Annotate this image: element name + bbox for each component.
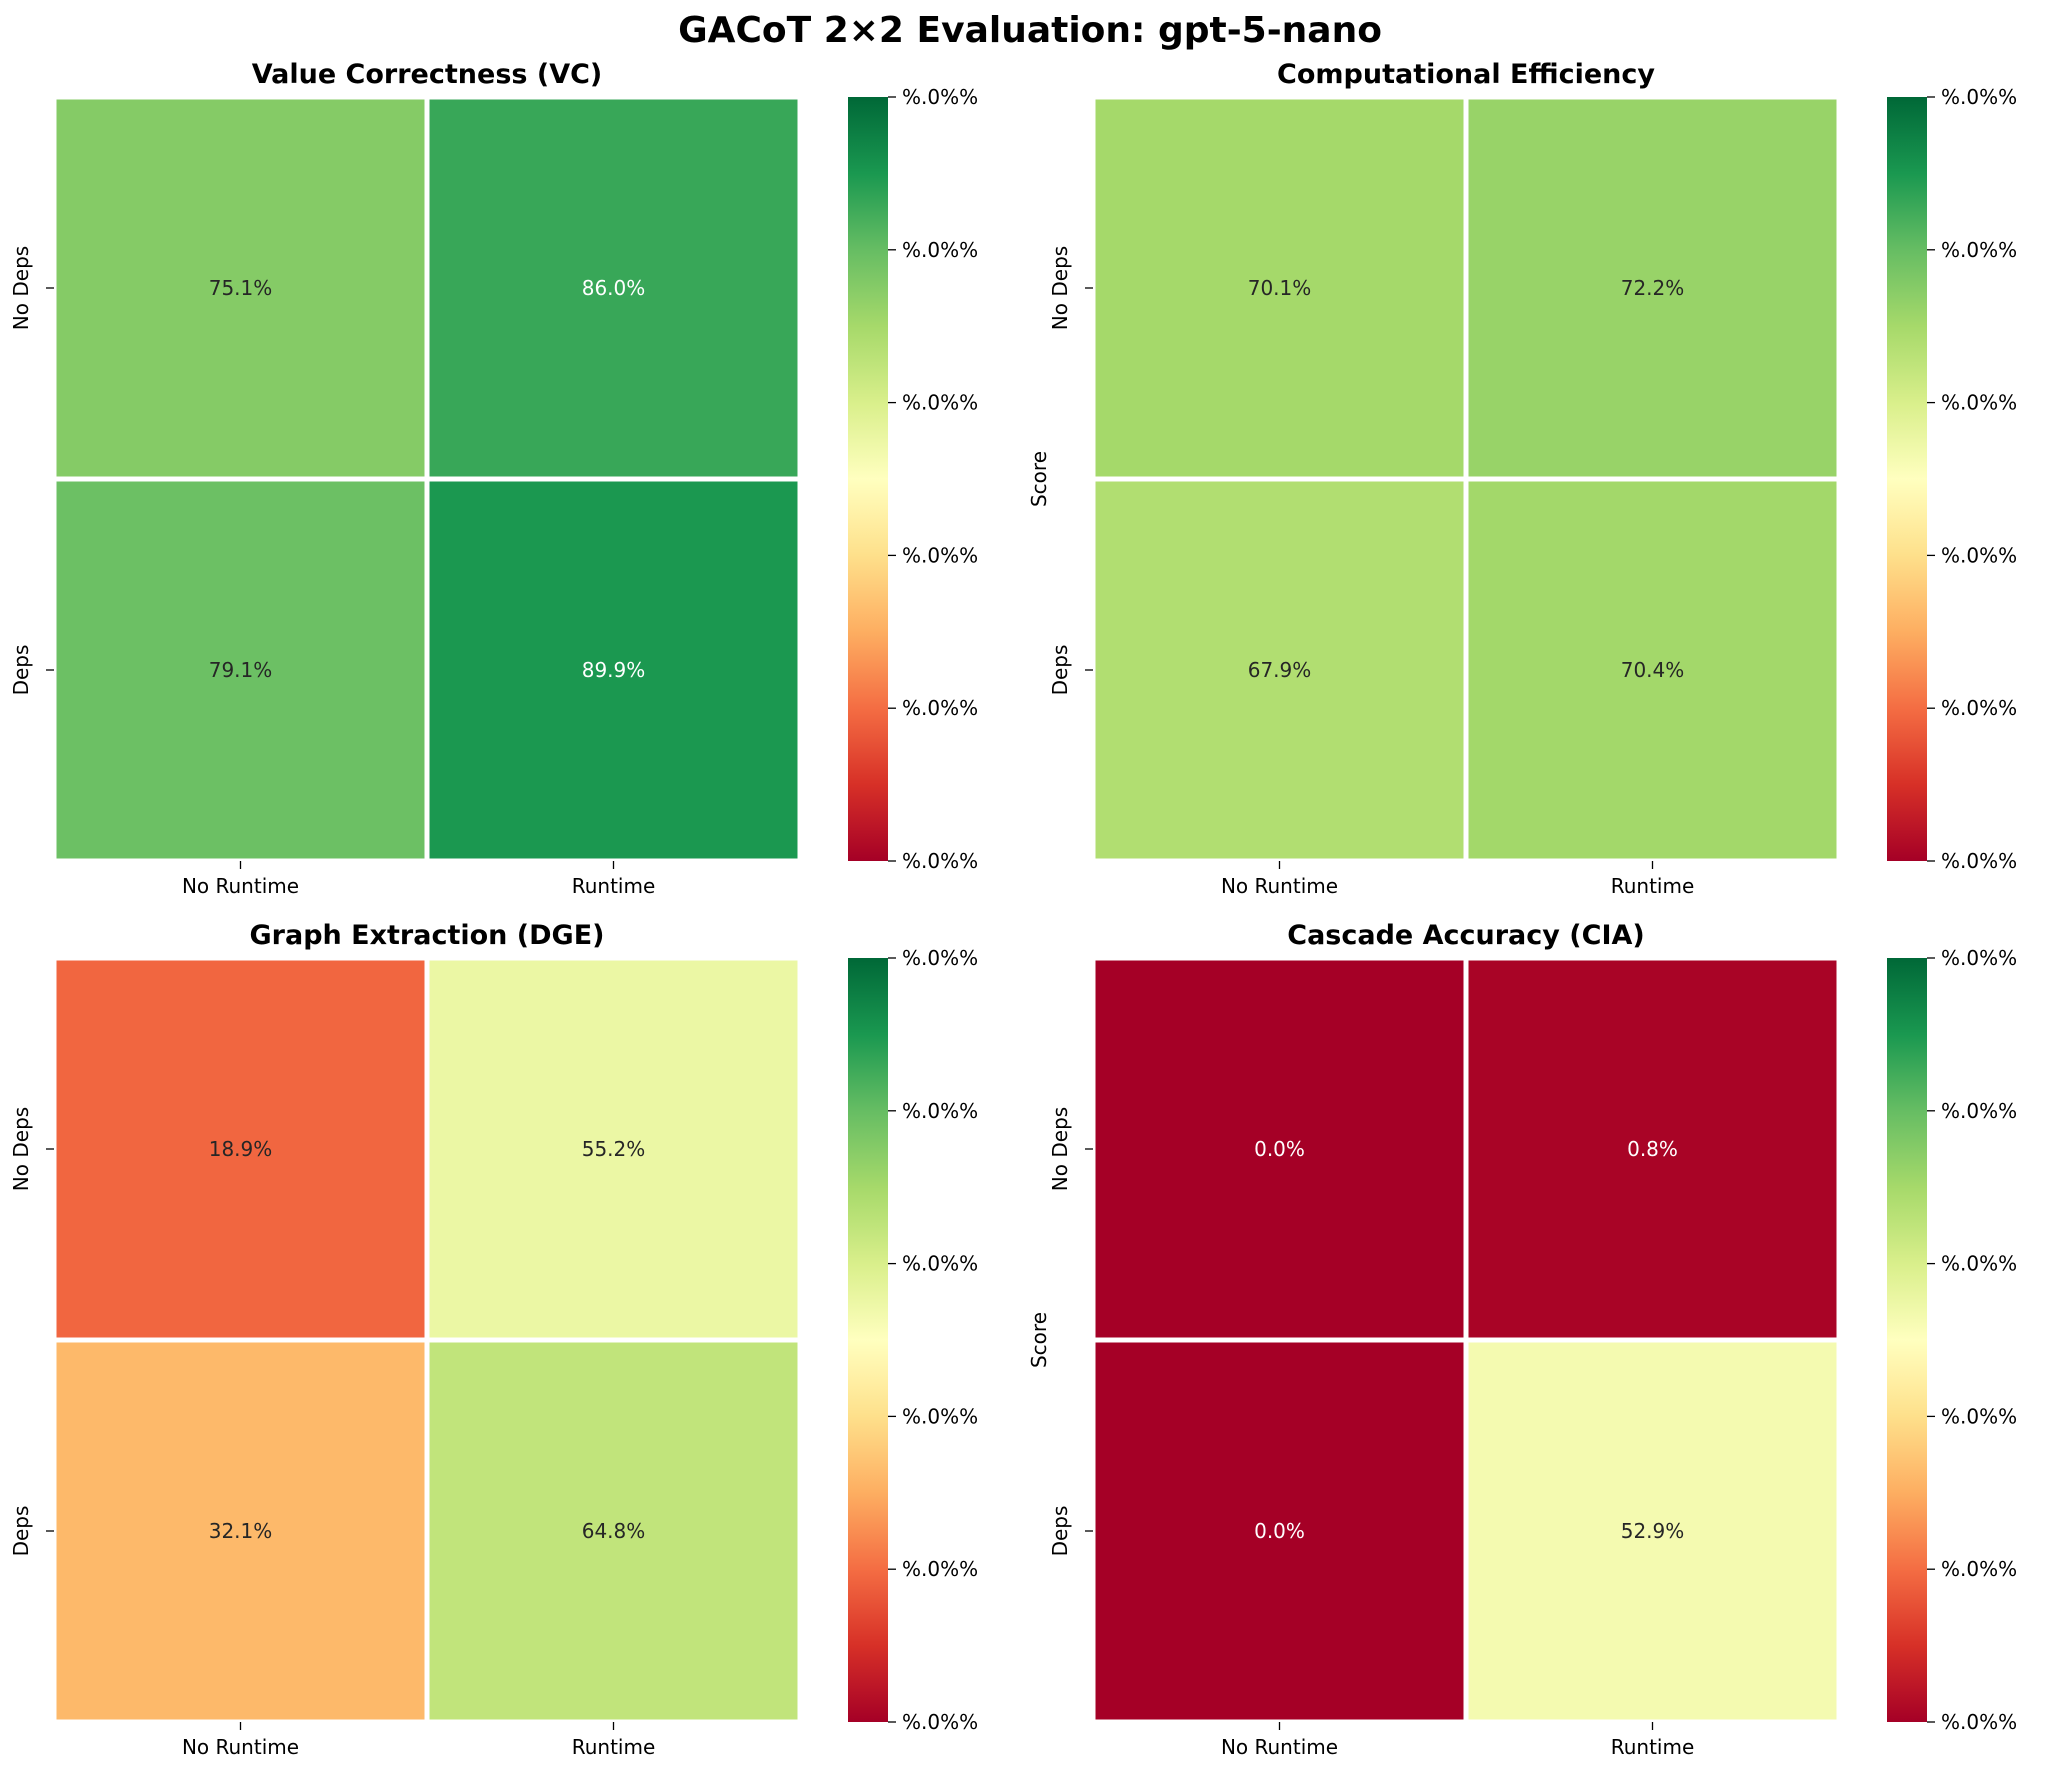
colorbar-tick-label: %.0%% — [902, 85, 978, 109]
heatmap-cell — [424, 94, 803, 482]
heatmap-cell — [51, 476, 430, 864]
heatmap-cell — [424, 955, 803, 1343]
x-tick-label: No Runtime — [182, 874, 299, 898]
heatmap-cell — [1090, 955, 1469, 1343]
colorbar-tick-label: %.0%% — [1941, 1252, 2017, 1276]
colorbar-gradient — [1887, 958, 1927, 1722]
heatmap-cell — [1463, 476, 1842, 864]
y-tick-label: Deps — [1048, 645, 1072, 696]
colorbar-tick-label: %.0%% — [1941, 1710, 2017, 1734]
cell-value-label: 72.2% — [1621, 276, 1685, 300]
heatmap-cell — [1463, 1337, 1842, 1725]
cell-value-label: 55.2% — [582, 1137, 646, 1161]
cell-value-label: 32.1% — [209, 1519, 273, 1543]
panel-cascade-accuracy-cia: Cascade Accuracy (CIA) 0.0% 0.8% 0.0% 52.9% N… — [1048, 920, 2017, 1759]
x-tick-label: No Runtime — [182, 1735, 299, 1759]
colorbar-tick-label: %.0%% — [902, 1099, 978, 1123]
colorbar-tick-label: %.0%% — [1941, 946, 2017, 970]
colorbar-tick-label: %.0%% — [902, 238, 978, 262]
heatmap-cell — [1463, 955, 1842, 1343]
cell-value-label: 79.1% — [209, 658, 273, 682]
panel-title: Value Correctness (VC) — [252, 59, 603, 90]
x-tick-label: No Runtime — [1221, 874, 1338, 898]
cell-value-label: 0.0% — [1254, 1137, 1305, 1161]
panel-computational-efficiency: Computational Efficiency 70.1% 72.2% 67.9% 7… — [1048, 59, 2017, 898]
y-tick-label: Deps — [9, 1506, 33, 1557]
x-tick-label: Runtime — [1611, 1735, 1695, 1759]
colorbar-tick-label: %.0%% — [902, 849, 978, 873]
cell-value-label: 67.9% — [1248, 658, 1312, 682]
colorbar-gradient — [848, 958, 888, 1722]
heatmap-cell — [51, 1337, 430, 1725]
colorbar-tick-label: %.0%% — [1941, 696, 2017, 720]
panel-graph-extraction-dge: Graph Extraction (DGE) 18.9% 55.2% 32.1% 64.… — [9, 920, 1051, 1759]
y-tick-label: No Deps — [1048, 1107, 1072, 1191]
heatmap-cell — [424, 476, 803, 864]
cell-value-label: 0.8% — [1627, 1137, 1678, 1161]
colorbar-tick-label: %.0%% — [1941, 238, 2017, 262]
colorbar-tick-label: %.0%% — [902, 696, 978, 720]
y-tick-label: Deps — [9, 645, 33, 696]
figure-title: GACoT 2×2 Evaluation: gpt-5-nano — [678, 10, 1382, 51]
cell-value-label: 52.9% — [1621, 1519, 1685, 1543]
heatmap-cell — [424, 1337, 803, 1725]
cell-value-label: 89.9% — [582, 658, 646, 682]
colorbar: %.0%% %.0%% %.0%% %.0%% %.0%% %.0%% Score — [848, 946, 1051, 1734]
colorbar-tick-label: %.0%% — [1941, 85, 2017, 109]
colorbar-tick-label: %.0%% — [902, 1404, 978, 1428]
y-tick-label: No Deps — [1048, 246, 1072, 330]
panel-value-correctness-vc: Value Correctness (VC) 75.1% 86.0% 79.1% 89.… — [9, 59, 1051, 898]
cell-value-label: 18.9% — [209, 1137, 273, 1161]
x-tick-label: Runtime — [572, 1735, 656, 1759]
cell-value-label: 64.8% — [582, 1519, 646, 1543]
cell-value-label: 86.0% — [582, 276, 646, 300]
cell-value-label: 0.0% — [1254, 1519, 1305, 1543]
heatmap-panels: Value Correctness (VC) 75.1% 86.0% 79.1% 89.… — [9, 59, 2017, 1759]
y-tick-label: No Deps — [9, 246, 33, 330]
cell-value-label: 70.4% — [1621, 658, 1685, 682]
colorbar-tick-label: %.0%% — [902, 543, 978, 567]
colorbar-tick-label: %.0%% — [902, 391, 978, 415]
colorbar: %.0%%%.0%%%.0%%%.0%%%.0%%%.0%%Score — [1887, 85, 2017, 873]
colorbar-tick-label: %.0%% — [1941, 543, 2017, 567]
y-tick-label: No Deps — [9, 1107, 33, 1191]
colorbar-tick-label: %.0%% — [902, 1710, 978, 1734]
colorbar: %.0%%%.0%%%.0%%%.0%%%.0%%%.0%%Score — [1887, 946, 2017, 1734]
colorbar-tick-label: %.0%% — [1941, 1404, 2017, 1428]
colorbar-tick-label: %.0%% — [1941, 1557, 2017, 1581]
x-tick-label: Runtime — [1611, 874, 1695, 898]
cell-value-label: 75.1% — [209, 276, 273, 300]
heatmap-cell — [51, 955, 430, 1343]
x-tick-label: No Runtime — [1221, 1735, 1338, 1759]
colorbar-tick-label: %.0%% — [1941, 391, 2017, 415]
panel-title: Cascade Accuracy (CIA) — [1287, 920, 1644, 951]
cell-value-label: 70.1% — [1248, 276, 1312, 300]
heatmap-cell — [1090, 476, 1469, 864]
colorbar-tick-label: %.0%% — [902, 1252, 978, 1276]
panel-title: Graph Extraction (DGE) — [250, 920, 605, 951]
colorbar-tick-label: %.0%% — [1941, 849, 2017, 873]
colorbar-label: Score — [1027, 1312, 1051, 1368]
colorbar-gradient — [848, 97, 888, 861]
colorbar-tick-label: %.0%% — [1941, 1099, 2017, 1123]
y-tick-label: Deps — [1048, 1506, 1072, 1557]
heatmap-cell — [1463, 94, 1842, 482]
colorbar-label: Score — [1027, 451, 1051, 507]
x-tick-label: Runtime — [572, 874, 656, 898]
colorbar-tick-label: %.0%% — [902, 946, 978, 970]
colorbar: %.0%% %.0%% %.0%% %.0%% %.0%% %.0%% Score — [848, 85, 1051, 873]
colorbar-gradient — [1887, 97, 1927, 861]
panel-title: Computational Efficiency — [1277, 59, 1655, 90]
heatmap-cell — [51, 94, 430, 482]
colorbar-tick-label: %.0%% — [902, 1557, 978, 1581]
